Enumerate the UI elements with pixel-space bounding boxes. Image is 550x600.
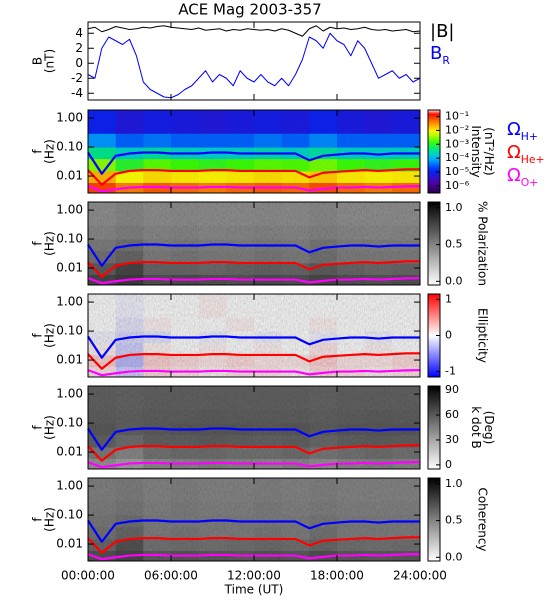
frequency-line <box>87 260 420 278</box>
colorbar-tick-label: 60 <box>445 408 459 421</box>
texture <box>88 294 420 377</box>
legend-label: |B| <box>430 21 454 42</box>
y-tick-label: -2 <box>71 71 83 85</box>
y-tick-label: 1.00 <box>56 111 83 125</box>
x-tick-label: 18:00:00 <box>310 569 364 583</box>
y-tick-label: 1.00 <box>56 203 83 217</box>
frequency-line <box>87 427 420 451</box>
colorbar-tick-label: 10⁻⁴ <box>445 151 470 164</box>
legend-label: BR <box>430 43 450 67</box>
colorbar-tick-label: 90 <box>445 383 459 396</box>
colorbar-tick-label: 1 <box>445 292 452 305</box>
frequency-line <box>87 335 420 359</box>
y-tick-label: 0 <box>75 56 83 70</box>
colorbar-tick-label: 0.0 <box>445 274 463 287</box>
y-axis-label: B <box>31 57 45 65</box>
colorbar-tick-label: 0.0 <box>445 550 463 563</box>
colorbar-label: Intensity <box>469 125 483 177</box>
colorbar <box>427 385 441 470</box>
y-tick-label: 4 <box>75 26 83 40</box>
y-axis-label: (nT) <box>43 49 57 73</box>
chart-title: ACE Mag 2003-357 <box>178 1 321 19</box>
colorbar-tick-label: 10⁻² <box>445 123 469 136</box>
frequency-line <box>87 168 420 186</box>
colorbar-label: (nT²/Hz) <box>482 127 496 175</box>
y-axis-label: (Hz) <box>43 507 57 532</box>
y-tick-label: 0.10 <box>56 416 83 430</box>
frequency-line <box>87 243 420 267</box>
texture <box>88 202 420 285</box>
colorbar-label: % Polarization <box>476 201 490 286</box>
y-tick-label: 0.10 <box>56 508 83 522</box>
colorbar <box>427 477 441 562</box>
legend-label: ΩHe+ <box>507 142 545 166</box>
y-axis-label: f <box>31 241 45 246</box>
colorbar-tick-label: 1.0 <box>445 477 463 490</box>
y-axis-label: (Hz) <box>43 139 57 164</box>
colorbar-tick-label: -1 <box>445 365 456 378</box>
y-axis-label: f <box>31 333 45 338</box>
frequency-line <box>87 352 420 370</box>
colorbar-tick-label: 30 <box>445 433 459 446</box>
colorbar-tick-label: 10⁻¹ <box>445 110 469 123</box>
colorbar-tick-label: 0.5 <box>445 514 463 527</box>
line-series <box>87 25 421 37</box>
y-tick-label: 0.10 <box>56 324 83 338</box>
colorbar-tick-label: 1.0 <box>445 201 463 214</box>
legend-label: ΩO+ <box>507 165 538 189</box>
line-series <box>87 32 421 99</box>
y-tick-label: 2 <box>75 41 83 55</box>
y-tick-label: -4 <box>71 86 83 100</box>
legend-label: ΩH+ <box>507 119 538 143</box>
frequency-line <box>87 536 420 554</box>
x-axis-label: Time (UT) <box>224 583 284 597</box>
y-tick-label: 0.01 <box>56 169 83 183</box>
x-tick-label: 00:00:00 <box>61 569 115 583</box>
frequency-line <box>87 519 420 543</box>
y-axis-label: (Hz) <box>43 231 57 256</box>
colorbar-tick-label: 10⁻⁶ <box>445 179 470 192</box>
colorbar <box>427 201 441 286</box>
y-tick-label: 1.00 <box>56 295 83 309</box>
y-axis-label: f <box>31 149 45 154</box>
y-tick-label: 0.01 <box>56 261 83 275</box>
colorbar-label: k dot B <box>469 406 483 448</box>
y-axis-label: f <box>31 425 45 430</box>
y-axis-label: (Hz) <box>43 323 57 348</box>
colorbar-label: (Deg) <box>482 411 496 445</box>
texture <box>88 110 420 193</box>
colorbar-tick-label: 0 <box>445 329 452 342</box>
colorbar <box>427 109 441 194</box>
frequency-line <box>87 151 420 175</box>
x-tick-label: 24:00:00 <box>393 569 447 583</box>
colorbar-label: Ellipticity <box>476 308 490 363</box>
x-tick-label: 12:00:00 <box>227 569 281 583</box>
colorbar-label: Coherency <box>476 487 490 551</box>
texture <box>88 478 420 561</box>
colorbar-tick-label: 10⁻³ <box>445 137 469 150</box>
x-tick-label: 06:00:00 <box>144 569 198 583</box>
y-tick-label: 0.01 <box>56 445 83 459</box>
y-tick-label: 0.01 <box>56 353 83 367</box>
y-tick-label: 0.01 <box>56 537 83 551</box>
y-tick-label: 0.10 <box>56 232 83 246</box>
y-tick-label: 1.00 <box>56 479 83 493</box>
texture <box>88 386 420 469</box>
colorbar-tick-label: 0.5 <box>445 238 463 251</box>
y-axis-label: (Hz) <box>43 415 57 440</box>
y-axis-label: f <box>31 517 45 522</box>
y-tick-label: 1.00 <box>56 387 83 401</box>
colorbar-tick-label: 0 <box>445 458 452 471</box>
colorbar-tick-label: 10⁻⁵ <box>445 165 469 178</box>
frequency-line <box>87 444 420 462</box>
y-tick-label: 0.10 <box>56 140 83 154</box>
